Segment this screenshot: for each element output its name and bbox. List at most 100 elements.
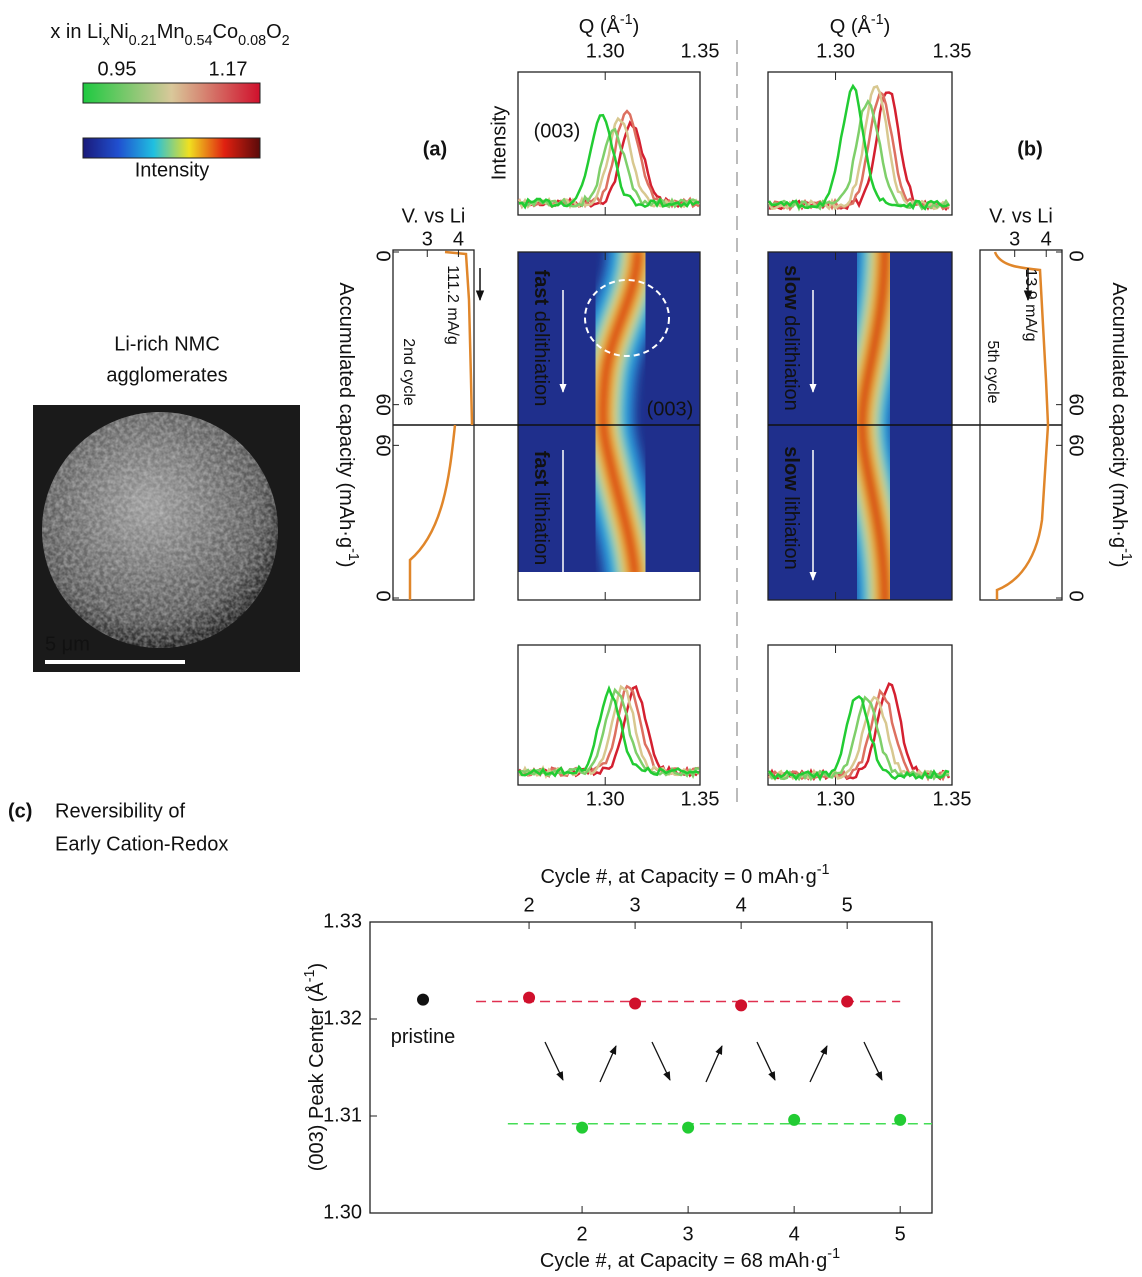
text-part: Cycle #, at Capacity = 68 mAh·g (540, 1250, 827, 1272)
chart-title: Reversibility of (55, 800, 185, 822)
text-part: (003) Peak Center (Å (305, 982, 328, 1172)
cycle-label: 5th cycle (984, 340, 1001, 403)
q-tick-label: 1.35 (681, 40, 720, 62)
colorbar-max: 1.17 (209, 58, 248, 80)
x2-tick-label: 3 (630, 894, 641, 916)
colorbar (82, 82, 261, 104)
point (576, 1121, 589, 1134)
scale-label: 5 μm (45, 633, 90, 655)
arrows (544, 1041, 883, 1083)
colorbar-label: Intensity (135, 159, 209, 181)
text-part: fast (530, 270, 552, 306)
peak-curve (768, 695, 950, 782)
text-part: Ni (110, 21, 129, 43)
point (629, 997, 642, 1010)
q-tick-label: 1.30 (816, 788, 855, 810)
axis-title: V. vs Li (402, 205, 466, 227)
y-tick-label: 1.33 (323, 910, 362, 932)
capacity-tick-label: 0 (372, 590, 394, 601)
text-part: x in Li (50, 21, 102, 43)
peak-curve (768, 694, 950, 782)
point (735, 999, 748, 1012)
colorbar (82, 137, 261, 159)
map-label: fast lithiation (530, 451, 552, 566)
capacity-tick-label: 60 (372, 394, 394, 416)
voltage-tick-label: 3 (1009, 228, 1020, 250)
text-part: Mn (157, 21, 185, 43)
x-tick-label: 4 (789, 1223, 800, 1245)
annotation: pristine (391, 1026, 455, 1048)
text-part: ) (633, 16, 640, 38)
text-part: -1 (620, 12, 633, 28)
q-tick-label: 1.30 (586, 788, 625, 810)
point (841, 995, 854, 1008)
layer (33, 40, 1063, 1214)
text-part: Q (Å (579, 15, 621, 38)
peak-curve (518, 684, 700, 780)
point (682, 1121, 695, 1134)
text-part: 2 (282, 33, 290, 49)
y-tick-label: 1.32 (323, 1007, 362, 1029)
point (417, 993, 430, 1006)
capacity-tick-label: 0 (1065, 250, 1087, 261)
capacity-tick-label: 0 (1065, 590, 1087, 601)
text-part: Q (Å (830, 15, 872, 38)
peak-curve (768, 688, 950, 782)
text-part: ) (884, 16, 891, 38)
capacity-tick-label: 0 (372, 250, 394, 261)
heatmap-frame (767, 251, 953, 601)
q-axis-title: Q (Å-1) (579, 12, 640, 38)
rate-label: 111.2 mA/g (444, 265, 461, 344)
text-part: lithiation (530, 486, 552, 565)
peak-curve (767, 83, 950, 211)
text-part: lithiation (780, 491, 802, 570)
text-part: fast (530, 451, 552, 487)
text-part: -1 (1118, 548, 1134, 561)
q-tick-label: 1.35 (933, 40, 972, 62)
map-peak-label: (003) (647, 398, 694, 420)
voltage-tick-label: 3 (422, 228, 433, 250)
text-part: O (266, 21, 282, 43)
sem-title: Li-rich NMC (114, 333, 220, 355)
peak-frame (767, 644, 953, 786)
point (894, 1113, 907, 1126)
axis-title: Intensity (488, 106, 510, 180)
point (523, 991, 536, 1004)
text-part: ) (306, 963, 328, 970)
axis-title: V. vs Li (989, 205, 1053, 227)
panel-label: (b) (1017, 138, 1043, 160)
point (788, 1113, 801, 1126)
text-part: delithiation (530, 305, 552, 406)
text-part: ) (1108, 561, 1130, 568)
q-tick-label: 1.30 (586, 40, 625, 62)
voltage-tick-label: 4 (453, 228, 464, 250)
x-tick-label: 2 (577, 1223, 588, 1245)
x-axis-title: Cycle #, at Capacity = 68 mAh·g-1 (540, 1246, 840, 1272)
voltage-curve (993, 251, 1050, 426)
q-axis-title: Q (Å-1) (830, 12, 891, 38)
text-part: x (103, 33, 111, 49)
capacity-tick-label: 60 (1065, 434, 1087, 456)
sem-title: agglomerates (106, 364, 227, 386)
capacity-tick-label: 60 (372, 434, 394, 456)
cycle-label: 2nd cycle (400, 338, 417, 406)
q-tick-label: 1.30 (816, 40, 855, 62)
text-part: delithiation (780, 310, 802, 411)
text-part: -1 (871, 12, 884, 28)
voltage-curve (444, 250, 474, 426)
text-part: Accumulated capacity (mAh·g (1108, 282, 1130, 548)
panel-label: (a) (423, 138, 447, 160)
peak-curve (518, 687, 700, 780)
x2-axis-title: Cycle #, at Capacity = 0 mAh·g-1 (540, 862, 829, 888)
rate-label: 13.9 mA/g (1022, 269, 1039, 342)
x-tick-label: 3 (683, 1223, 694, 1245)
text-part: -1 (345, 548, 361, 561)
map-label: slow delithiation (780, 265, 802, 411)
map-label: fast delithiation (530, 270, 552, 407)
voltage-curve (408, 424, 457, 600)
peak-curve (517, 684, 700, 778)
peak-frame (767, 71, 953, 216)
text-part: 0.54 (184, 33, 212, 49)
voltage-curve (995, 424, 1050, 600)
